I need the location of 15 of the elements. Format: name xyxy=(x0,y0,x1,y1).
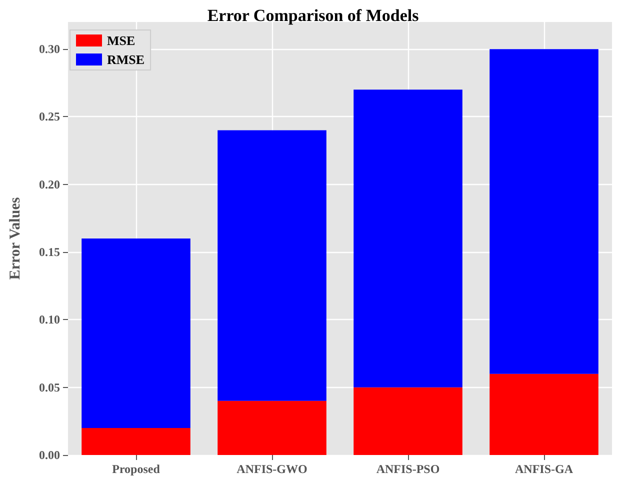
y-tick-label: 0.20 xyxy=(39,177,60,192)
y-tick-label: 0.30 xyxy=(39,42,60,56)
x-tick-label: Proposed xyxy=(112,462,160,476)
y-tick-label: 0.25 xyxy=(39,110,60,124)
x-tick-label: ANFIS-PSO xyxy=(376,462,440,476)
y-tick-label: 0.10 xyxy=(39,312,60,327)
y-axis-title: Error Values xyxy=(8,197,24,280)
legend-label: RMSE xyxy=(107,52,145,67)
legend-label: MSE xyxy=(107,33,136,48)
chart-title: Error Comparison of Models xyxy=(207,6,420,25)
x-tick-label: ANFIS-GWO xyxy=(236,462,308,476)
y-tick-label: 0.05 xyxy=(39,380,60,394)
x-tick-label: ANFIS-GA xyxy=(514,462,574,476)
y-tick-label: 0.00 xyxy=(39,448,60,462)
y-tick-label: 0.15 xyxy=(39,245,60,260)
